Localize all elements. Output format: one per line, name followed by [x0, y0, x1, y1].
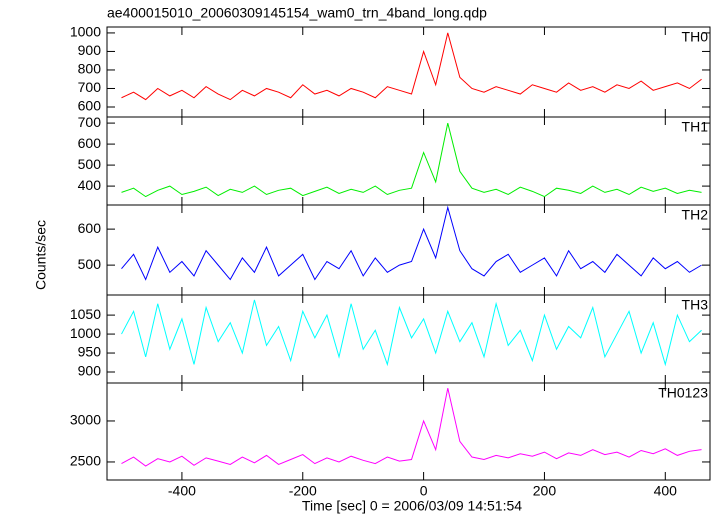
y-tick-label: 700 [78, 79, 102, 95]
data-line [121, 205, 702, 281]
y-tick-label: 2500 [70, 453, 101, 469]
panel-label: TH3 [682, 297, 709, 313]
y-tick-label: 700 [78, 114, 102, 130]
data-line [121, 122, 702, 198]
y-axis-label: Counts/sec [33, 220, 49, 290]
y-tick-label: 900 [78, 42, 102, 58]
panel-label: TH0 [682, 29, 709, 45]
y-tick-label: 600 [78, 135, 102, 151]
x-tick-label: 0 [420, 483, 428, 499]
x-tick-label: 400 [654, 483, 678, 499]
y-tick-label: 500 [78, 156, 102, 172]
panel-label: TH1 [682, 119, 709, 135]
y-tick-label: 1000 [70, 325, 101, 341]
x-tick-label: -200 [289, 483, 317, 499]
y-tick-label: 400 [78, 177, 102, 193]
y-tick-label: 900 [78, 363, 102, 379]
data-line [121, 388, 702, 467]
y-tick-label: 600 [78, 220, 102, 236]
y-tick-label: 1000 [70, 24, 101, 40]
panel-frame [106, 116, 711, 206]
x-tick-label: 200 [533, 483, 557, 499]
panel-frame [106, 294, 711, 384]
x-tick-label: -400 [168, 483, 196, 499]
data-line [121, 299, 702, 367]
y-tick-label: 3000 [70, 412, 101, 428]
chart-title: ae400015010_20060309145154_wam0_trn_4ban… [107, 5, 487, 21]
y-tick-label: 500 [78, 256, 102, 272]
data-line [121, 32, 702, 101]
y-tick-label: 600 [78, 98, 102, 114]
y-tick-label: 1050 [70, 306, 101, 322]
panel-frame [106, 26, 711, 118]
x-axis-label: Time [sec] 0 = 2006/03/09 14:51:54 [302, 498, 522, 514]
panel-label: TH0123 [658, 385, 708, 401]
y-tick-label: 800 [78, 61, 102, 77]
y-tick-label: 950 [78, 344, 102, 360]
panel-frame [106, 204, 711, 296]
panel-frame [106, 382, 711, 481]
panel-label: TH2 [682, 207, 709, 223]
